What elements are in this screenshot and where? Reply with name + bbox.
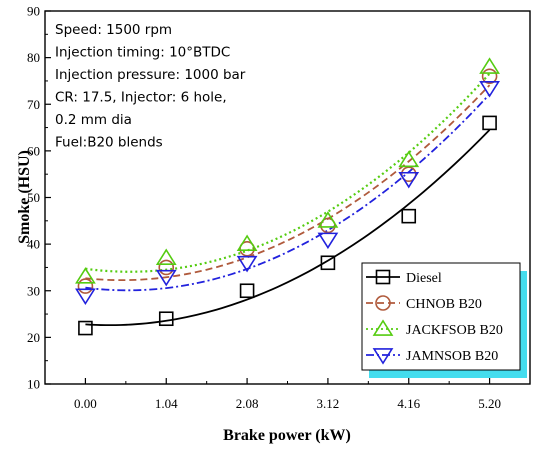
jamnsob-b20-point: [398, 171, 420, 189]
chnob-b20-point: [239, 240, 255, 257]
chnob-b20-point: [400, 166, 417, 182]
legend-label: JACKFSOB B20: [406, 323, 503, 338]
legend-box: [361, 262, 521, 371]
jamnsob-b20-line: [85, 93, 491, 292]
diesel-point: [320, 255, 336, 271]
jackfsob-b20-point: [236, 234, 258, 252]
jackfsob-b20-point: [75, 267, 96, 284]
legend-label: JAMNSOB B20: [406, 349, 498, 364]
chnob-b20-legend-marker: [375, 295, 391, 311]
y-tick-label: 70: [27, 97, 40, 112]
chnob-b20-point: [320, 217, 336, 234]
jamnsob-b20-point: [236, 255, 258, 273]
y-tick-label: 20: [27, 330, 40, 345]
x-tick-label: 1.04: [155, 396, 178, 411]
annotation-line: Injection timing: 10°BTDC: [55, 45, 230, 61]
jamnsob-b20-legend-marker: [372, 348, 394, 365]
legend: Diesel CHNOB B20 JACKFSOB B20 JAMNSOB B20: [361, 262, 527, 378]
chart-axes: 10 20 30 40 50 60 70 80 90 0.00 1.04 2.08 3.12 4.16 5.…: [27, 4, 531, 411]
jamnsob-b20-point: [479, 81, 500, 98]
jackfsob-b20-point: [398, 150, 420, 168]
y-axis-title: Smoke (HSU): [16, 150, 33, 244]
x-tick-label: 0.00: [74, 396, 97, 411]
x-tick-label: 2.08: [236, 396, 259, 411]
y-tick-label: 90: [27, 4, 40, 19]
y-tick-label: 60: [27, 143, 40, 158]
jackfsob-b20-point: [317, 211, 339, 228]
chnob-b20-point: [77, 278, 94, 294]
jackfsob-b20-point: [479, 57, 500, 74]
x-axis-title: Brake power (kW): [223, 427, 351, 444]
diesel-legend-marker: [375, 269, 391, 285]
annotation-line: Injection pressure: 1000 bar: [55, 67, 246, 83]
y-tick-label: 40: [27, 237, 40, 252]
legend-label: CHNOB B20: [406, 297, 482, 312]
jamnsob-b20-point: [317, 232, 339, 250]
series-curves: [85, 72, 491, 327]
annotation-line: Fuel:B20 blends: [55, 135, 163, 151]
diesel-line: [85, 129, 491, 327]
chnob-b20-point: [481, 68, 498, 85]
chnob-b20-line: [85, 84, 491, 282]
diesel-point: [239, 283, 255, 299]
annotation-line: Speed: 1500 rpm: [55, 22, 172, 38]
diesel-point: [401, 208, 417, 224]
diesel-point: [158, 311, 174, 327]
y-tick-label: 10: [27, 377, 40, 392]
series-markers: [75, 57, 500, 336]
diesel-point: [482, 115, 497, 131]
annotation-line: CR: 17.5, Injector: 6 hole,: [55, 90, 227, 106]
y-tick-label: 50: [27, 190, 40, 205]
jackfsob-b20-legend-marker: [372, 319, 394, 336]
jamnsob-b20-point: [75, 288, 96, 306]
x-tick-label: 3.12: [317, 396, 340, 411]
jackfsob-b20-point: [155, 248, 177, 266]
annotation-line: 0.2 mm dia: [55, 112, 132, 128]
x-tick-label: 5.20: [478, 396, 501, 411]
y-tick-label: 80: [27, 50, 40, 65]
jamnsob-b20-point: [155, 269, 177, 287]
y-tick-label: 30: [27, 283, 40, 298]
legend-label: Diesel: [406, 271, 442, 286]
conditions-annotation: Speed: 1500 rpm Injection timing: 10°BTDC…: [55, 22, 246, 151]
x-tick-label: 4.16: [397, 396, 420, 411]
diesel-point: [78, 320, 93, 336]
chnob-b20-point: [158, 259, 175, 276]
